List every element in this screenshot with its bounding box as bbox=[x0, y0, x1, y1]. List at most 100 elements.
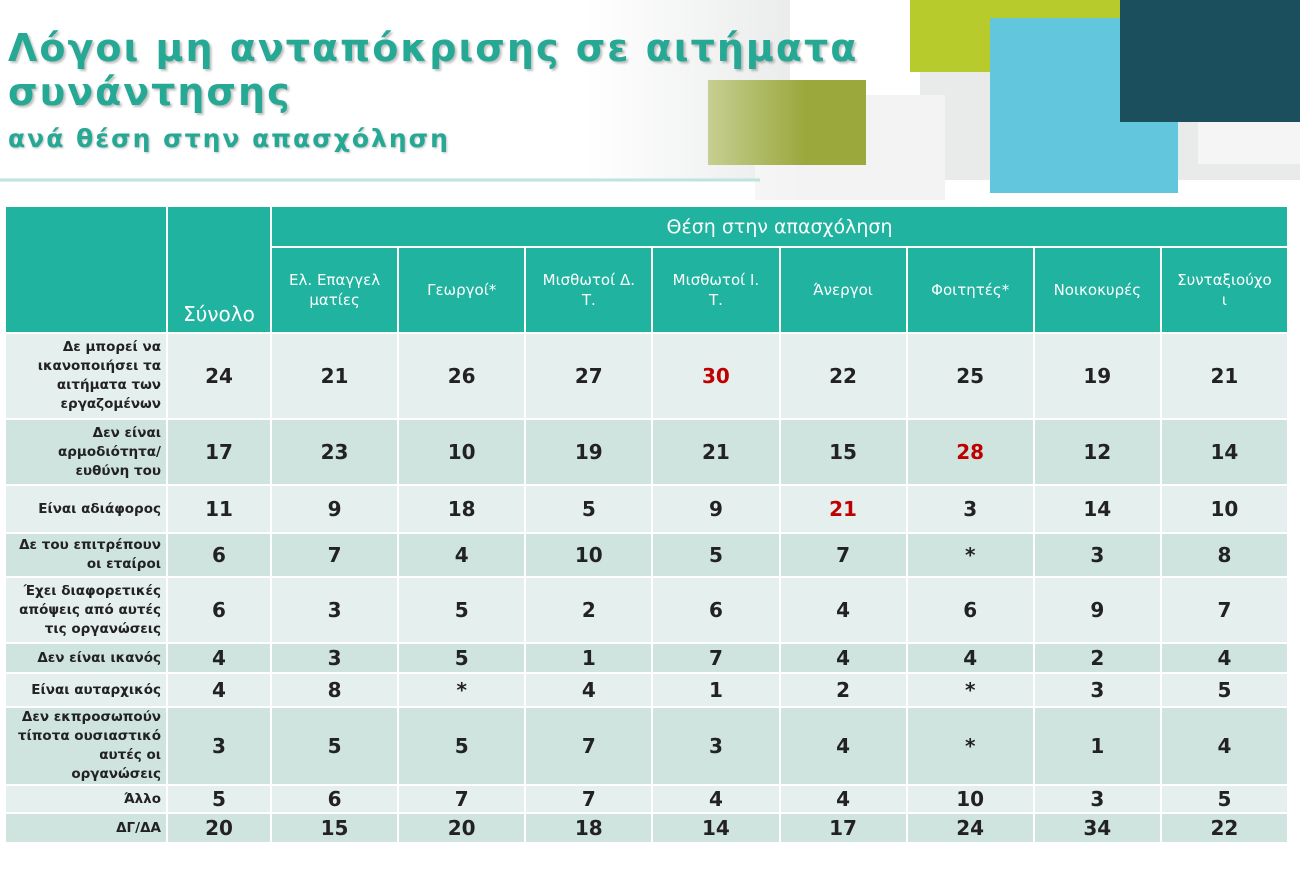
column-header: Μισθωτοί Ι.Τ. bbox=[653, 248, 779, 332]
cell-value: 9 bbox=[1034, 578, 1160, 642]
cell-value: 10 bbox=[907, 786, 1033, 812]
table: Σύνολο Θέση στην απασχόληση Ελ. Επαγγελματ… bbox=[4, 205, 1289, 844]
column-header: Ελ. Επαγγελματίες bbox=[272, 248, 398, 332]
corner-cell bbox=[6, 207, 166, 332]
total-header: Σύνολο bbox=[168, 207, 270, 332]
cell-value: 7 bbox=[272, 534, 398, 576]
cell-value: 7 bbox=[399, 786, 525, 812]
cell-value: 12 bbox=[1034, 420, 1160, 484]
row-label: Δεν είναι αρμοδιότητα/ευθύνη του bbox=[6, 420, 166, 484]
cell-value: 15 bbox=[272, 814, 398, 842]
cell-value: 19 bbox=[526, 420, 652, 484]
cell-value: 10 bbox=[1161, 486, 1287, 532]
cell-value: * bbox=[907, 674, 1033, 706]
table-row: Έχει διαφορετικές απόψεις από αυτές τις … bbox=[6, 578, 1287, 642]
cell-value: 4 bbox=[780, 644, 906, 672]
cell-value: 5 bbox=[272, 708, 398, 784]
cell-value: 18 bbox=[526, 814, 652, 842]
cell-value: 20 bbox=[168, 814, 270, 842]
cell-value: * bbox=[907, 534, 1033, 576]
cell-value: 3 bbox=[272, 578, 398, 642]
row-label: Άλλο bbox=[6, 786, 166, 812]
table-row: Δεν εκπροσωπούν τίποτα ουσιαστικό αυτές … bbox=[6, 708, 1287, 784]
cell-value: 10 bbox=[526, 534, 652, 576]
cell-value: 4 bbox=[168, 674, 270, 706]
cell-value: 5 bbox=[653, 534, 779, 576]
cell-value: 34 bbox=[1034, 814, 1160, 842]
cell-value: 5 bbox=[1161, 674, 1287, 706]
cell-value: 27 bbox=[526, 334, 652, 418]
table-row: Δε του επιτρέπουν οι εταίροι 6 7 4 10 5 7 * 3 8 bbox=[6, 534, 1287, 576]
cell-value: 10 bbox=[399, 420, 525, 484]
cell-value: 22 bbox=[1161, 814, 1287, 842]
cell-value: 3 bbox=[272, 644, 398, 672]
cell-value: 30 bbox=[653, 334, 779, 418]
cell-value: 4 bbox=[1161, 708, 1287, 784]
table-row: Δεν είναι ικανός 4 3 5 1 7 4 4 2 4 bbox=[6, 644, 1287, 672]
cell-value: 7 bbox=[780, 534, 906, 576]
cell-value: 5 bbox=[168, 786, 270, 812]
cell-value: 2 bbox=[1034, 644, 1160, 672]
row-label: ΔΓ/ΔΑ bbox=[6, 814, 166, 842]
cell-value: 7 bbox=[653, 644, 779, 672]
cell-value: 6 bbox=[168, 534, 270, 576]
cell-value: 4 bbox=[168, 644, 270, 672]
row-label: Δε του επιτρέπουν οι εταίροι bbox=[6, 534, 166, 576]
cell-value: 14 bbox=[1034, 486, 1160, 532]
cell-value: 19 bbox=[1034, 334, 1160, 418]
cell-value: 3 bbox=[1034, 786, 1160, 812]
cell-value: 4 bbox=[399, 534, 525, 576]
cell-value: 14 bbox=[653, 814, 779, 842]
cell-value: 4 bbox=[780, 708, 906, 784]
cell-value: 6 bbox=[168, 578, 270, 642]
header-row: Ελ. Επαγγελματίες Γεωργοί* Μισθωτοί Δ.Τ. Μι… bbox=[6, 248, 1287, 332]
cell-value: 2 bbox=[780, 674, 906, 706]
cell-value: 17 bbox=[168, 420, 270, 484]
header-row: Σύνολο Θέση στην απασχόληση bbox=[6, 207, 1287, 332]
cell-value: 1 bbox=[1034, 708, 1160, 784]
cell-value: 2 bbox=[526, 578, 652, 642]
cell-value: 3 bbox=[1034, 674, 1160, 706]
table-row: Δε μπορεί να ικανοποιήσει τα αιτήματα τω… bbox=[6, 334, 1287, 418]
cell-value: 6 bbox=[907, 578, 1033, 642]
cell-value: 3 bbox=[907, 486, 1033, 532]
cell-value: 5 bbox=[1161, 786, 1287, 812]
cell-value: 9 bbox=[653, 486, 779, 532]
cell-value: 22 bbox=[780, 334, 906, 418]
cell-value: 6 bbox=[272, 786, 398, 812]
row-label: Έχει διαφορετικές απόψεις από αυτές τις … bbox=[6, 578, 166, 642]
cell-value: * bbox=[399, 674, 525, 706]
cell-value: 14 bbox=[1161, 420, 1287, 484]
column-header: Συνταξιούχοι bbox=[1161, 248, 1287, 332]
cell-value: * bbox=[907, 708, 1033, 784]
cell-value: 4 bbox=[526, 674, 652, 706]
cell-value: 21 bbox=[1161, 334, 1287, 418]
cell-value: 8 bbox=[1161, 534, 1287, 576]
column-header: Νοικοκυρές bbox=[1034, 248, 1160, 332]
title-line: Λόγοι μη ανταπόκρισης σε αιτήματα bbox=[8, 26, 859, 70]
cell-value: 7 bbox=[1161, 578, 1287, 642]
cell-value: 5 bbox=[399, 708, 525, 784]
cell-value: 20 bbox=[399, 814, 525, 842]
cell-value: 5 bbox=[526, 486, 652, 532]
cell-value: 18 bbox=[399, 486, 525, 532]
column-header: Γεωργοί* bbox=[399, 248, 525, 332]
cell-value: 1 bbox=[653, 674, 779, 706]
row-label: Είναι αυταρχικός bbox=[6, 674, 166, 706]
cell-value: 17 bbox=[780, 814, 906, 842]
row-label: Δεν είναι ικανός bbox=[6, 644, 166, 672]
column-header: Φοιτητές* bbox=[907, 248, 1033, 332]
row-label: Δεν εκπροσωπούν τίποτα ουσιαστικό αυτές … bbox=[6, 708, 166, 784]
cell-value: 5 bbox=[399, 578, 525, 642]
cell-value: 4 bbox=[907, 644, 1033, 672]
cell-value: 7 bbox=[526, 786, 652, 812]
title-line: συνάντησης bbox=[8, 70, 292, 114]
column-header: Μισθωτοί Δ.Τ. bbox=[526, 248, 652, 332]
cell-value: 25 bbox=[907, 334, 1033, 418]
cell-value: 9 bbox=[272, 486, 398, 532]
decoration bbox=[0, 0, 1300, 200]
cell-value: 4 bbox=[653, 786, 779, 812]
cell-value: 3 bbox=[168, 708, 270, 784]
table-row: Είναι αδιάφορος 11 9 18 5 9 21 3 14 10 bbox=[6, 486, 1287, 532]
